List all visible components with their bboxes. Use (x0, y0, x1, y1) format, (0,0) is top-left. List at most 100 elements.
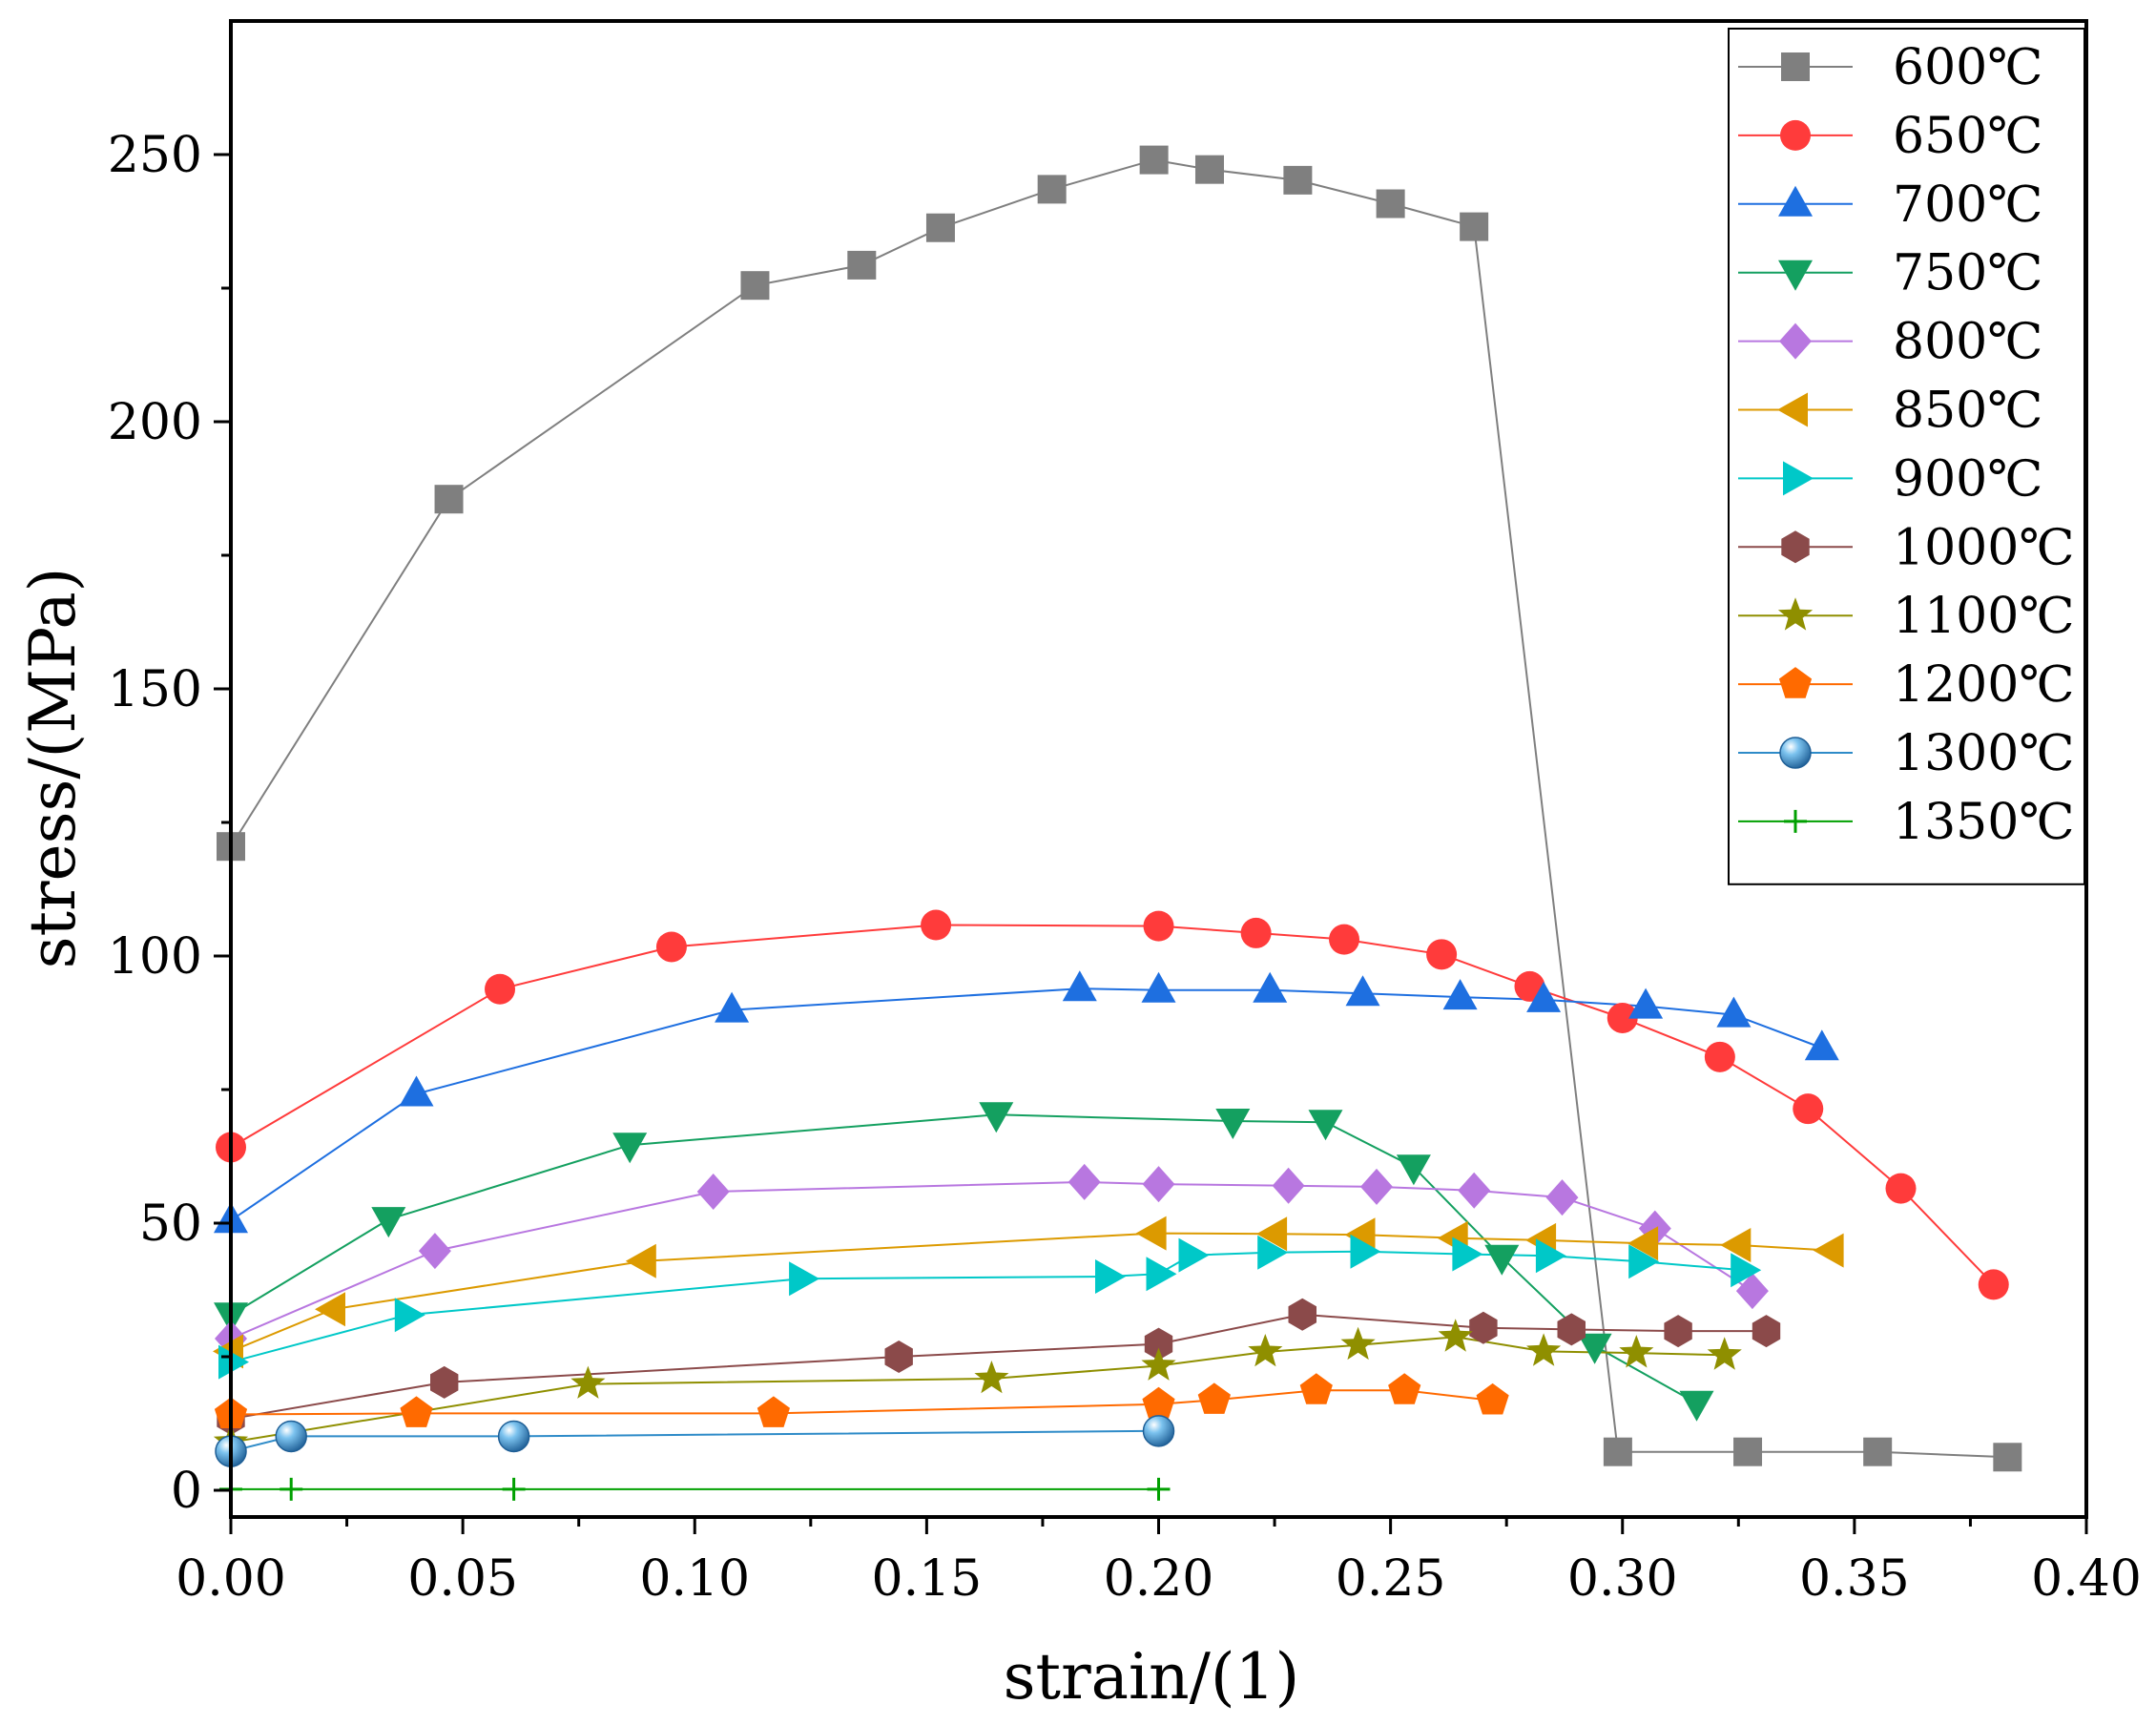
legend-marker-2 (1778, 185, 1813, 217)
data-point-7-8 (1752, 1315, 1781, 1348)
data-point-0-14 (1993, 1443, 2022, 1472)
data-point-7-3 (1144, 1327, 1173, 1361)
data-point-7-4 (1288, 1298, 1316, 1331)
data-point-8-5 (1340, 1326, 1376, 1361)
legend-entry-11: 1350℃ (1738, 794, 2075, 851)
series-markers-10 (215, 1415, 1175, 1467)
data-point-9-2 (757, 1396, 790, 1427)
data-point-2-2 (715, 991, 750, 1023)
data-point-2-5 (1253, 971, 1288, 1003)
legend-label-10: 1300℃ (1893, 725, 2075, 782)
series-line-2 (230, 987, 1823, 1222)
data-point-5-2 (625, 1243, 656, 1278)
data-point-1-6 (1329, 924, 1359, 955)
data-point-0-7 (1194, 155, 1224, 184)
data-point-4-3 (1068, 1163, 1101, 1200)
legend-label-4: 800℃ (1893, 314, 2042, 371)
data-point-8-6 (1438, 1319, 1473, 1352)
data-point-9-6 (1388, 1373, 1421, 1404)
data-point-8-2 (974, 1361, 1009, 1394)
legend-label-2: 700℃ (1893, 177, 2042, 234)
legend-entry-2: 700℃ (1738, 177, 2042, 234)
legend-label-5: 850℃ (1893, 383, 2042, 440)
legend-label-9: 1200℃ (1893, 656, 2075, 714)
legend-entry-8: 1100℃ (1738, 588, 2075, 645)
data-point-8-4 (1248, 1334, 1283, 1367)
data-point-7-2 (884, 1341, 913, 1373)
data-point-10-1 (275, 1420, 307, 1453)
legend-entry-9: 1200℃ (1738, 656, 2075, 714)
data-point-1-4 (1143, 910, 1174, 942)
data-point-10-2 (497, 1420, 530, 1453)
legend-label-0: 600℃ (1893, 39, 2042, 96)
data-point-11-1 (280, 1477, 303, 1501)
legend-marker-5 (1777, 392, 1808, 427)
y-tick-label-0: 0 (171, 1463, 202, 1520)
series-markers-3 (214, 1102, 1714, 1422)
data-point-3-7 (1484, 1244, 1520, 1276)
data-point-3-4 (1215, 1109, 1251, 1139)
data-point-3-9 (1679, 1390, 1714, 1422)
data-point-3-2 (612, 1133, 648, 1164)
legend-marker-8 (1777, 597, 1814, 631)
data-point-6-3 (1095, 1259, 1126, 1294)
legend: 600℃ 650℃ 700℃ 750℃ 800℃ 850℃ 900℃ 1000℃ 1100℃ 12… (1728, 28, 2085, 885)
data-point-6-9 (1535, 1238, 1566, 1274)
y-tick-label-2: 100 (108, 928, 202, 986)
data-point-5-3 (1135, 1216, 1167, 1251)
data-point-8-7 (1526, 1333, 1562, 1366)
data-point-6-11 (1731, 1253, 1762, 1288)
data-point-6-6 (1257, 1235, 1289, 1270)
legend-entry-7: 1000℃ (1738, 519, 2075, 576)
data-point-1-7 (1426, 939, 1458, 970)
series-line-1 (230, 924, 1995, 1286)
legend-marker-7 (1781, 530, 1810, 564)
data-point-4-4 (1142, 1166, 1175, 1203)
data-point-0-10 (1460, 212, 1489, 241)
data-point-4-6 (1360, 1168, 1393, 1205)
data-point-8-3 (1141, 1347, 1176, 1381)
data-point-3-8 (1577, 1333, 1612, 1364)
data-point-9-4 (1197, 1382, 1231, 1414)
data-point-0-3 (847, 250, 877, 280)
data-point-0-12 (1733, 1437, 1763, 1466)
x-tick-label-0: 0.00 (176, 1550, 286, 1608)
legend-marker-10 (1779, 737, 1812, 769)
data-point-3-6 (1396, 1154, 1431, 1186)
x-tick-label-5: 0.25 (1336, 1550, 1446, 1608)
series-markers-7 (217, 1298, 1781, 1435)
data-point-11-3 (1147, 1477, 1171, 1501)
data-point-3-5 (1308, 1110, 1343, 1141)
series-line-4 (230, 1180, 1753, 1340)
data-point-2-6 (1345, 975, 1380, 1007)
data-point-6-8 (1452, 1237, 1483, 1272)
data-point-0-6 (1139, 145, 1169, 175)
data-point-6-0 (218, 1344, 249, 1380)
legend-marker-9 (1778, 667, 1813, 698)
legend-entry-6: 900℃ (1738, 450, 2042, 508)
series-line-10 (230, 1429, 1159, 1453)
legend-marker-1 (1780, 119, 1811, 151)
data-point-8-8 (1619, 1335, 1654, 1368)
y-tick-label-1: 50 (139, 1195, 202, 1253)
data-point-0-5 (1037, 175, 1067, 204)
series-line-7 (230, 1313, 1767, 1420)
data-point-1-1 (485, 973, 516, 1005)
data-point-6-5 (1178, 1237, 1210, 1273)
legend-entry-5: 850℃ (1738, 383, 2042, 440)
data-point-2-10 (1716, 996, 1752, 1028)
series-line-6 (230, 1250, 1744, 1363)
legend-entry-3: 750℃ (1738, 245, 2042, 302)
data-point-5-9 (1720, 1228, 1752, 1262)
data-point-1-3 (921, 909, 952, 941)
data-point-6-1 (394, 1298, 425, 1333)
data-point-0-11 (1603, 1437, 1632, 1466)
data-point-1-9 (1607, 1002, 1638, 1033)
data-point-4-7 (1458, 1172, 1491, 1209)
y-tick-label-4: 200 (108, 394, 202, 451)
legend-label-8: 1100℃ (1893, 588, 2075, 645)
data-point-7-6 (1557, 1313, 1586, 1346)
legend-marker-0 (1781, 52, 1810, 81)
legend-marker-3 (1778, 260, 1813, 291)
legend-label-1: 650℃ (1893, 108, 2042, 165)
